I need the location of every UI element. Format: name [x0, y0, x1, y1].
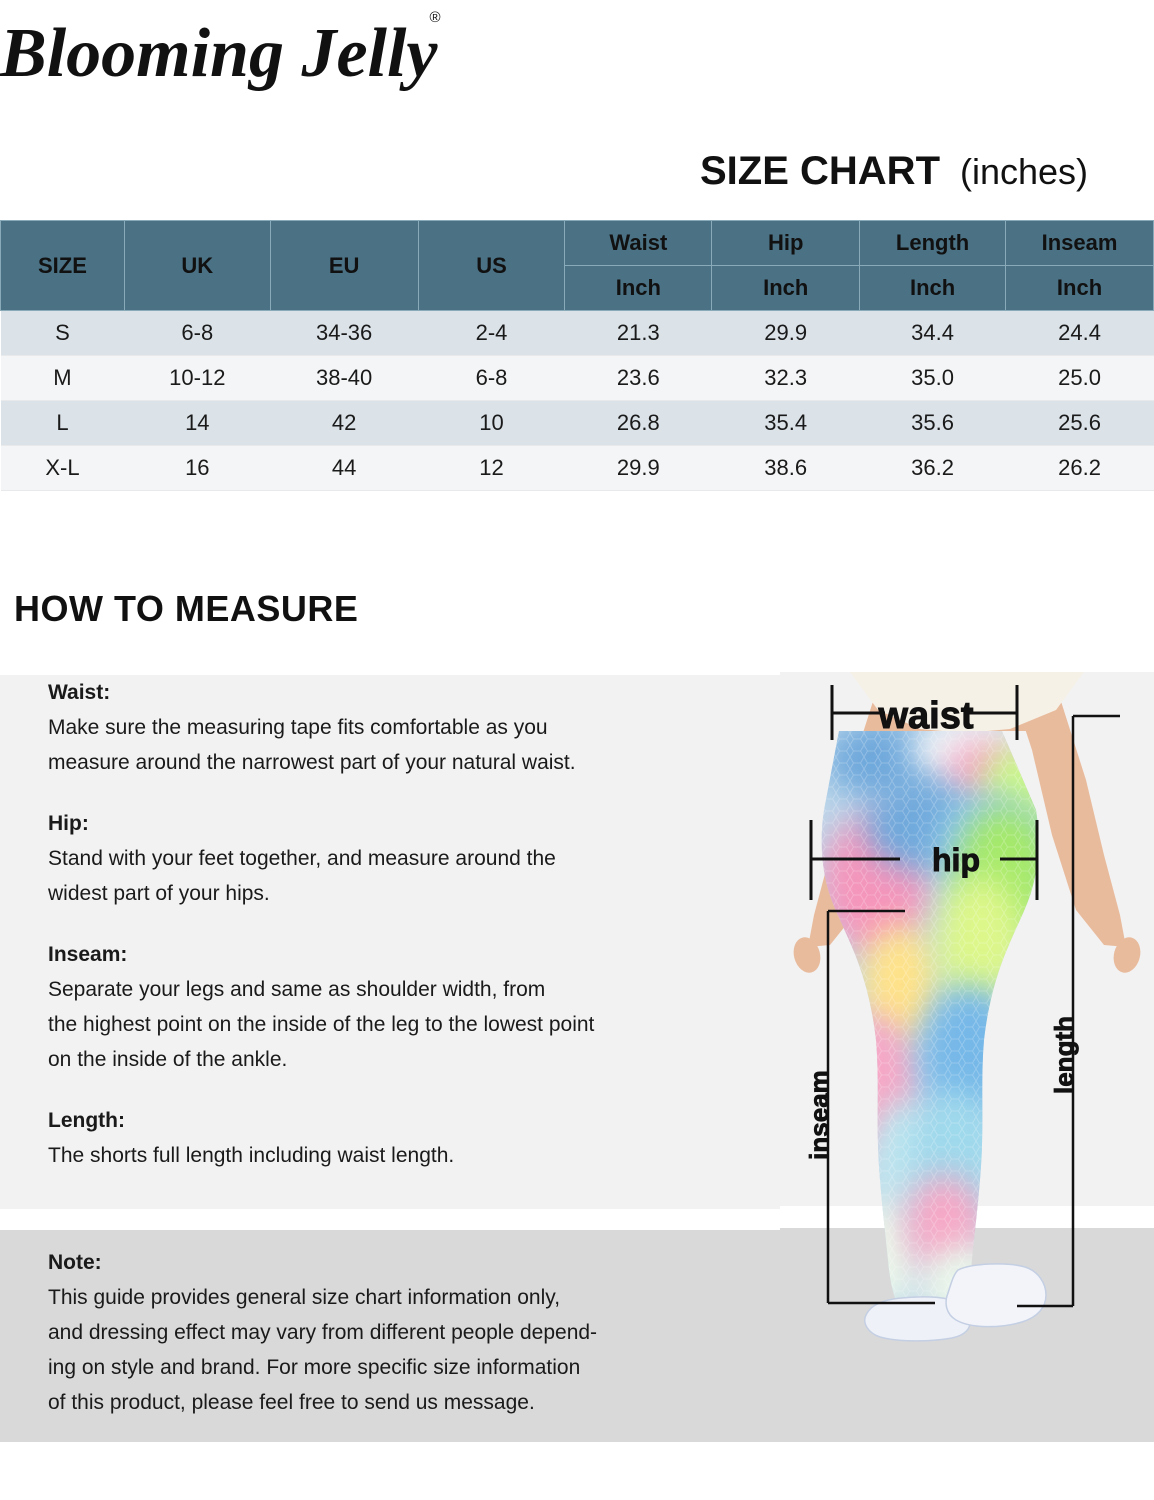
svg-text:length: length — [1049, 1016, 1079, 1094]
svg-text:inseam: inseam — [804, 1070, 834, 1160]
svg-text:hip: hip — [932, 842, 980, 878]
svg-text:waist: waist — [877, 695, 973, 737]
